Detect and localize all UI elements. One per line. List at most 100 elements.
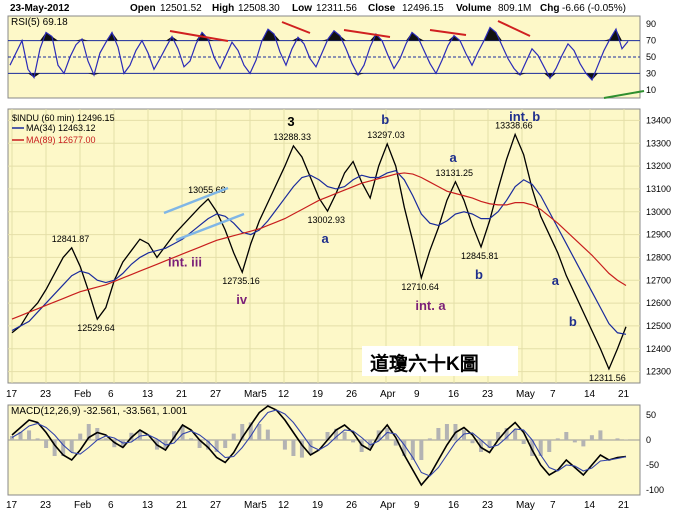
header-close-value: 12496.15 [402,3,444,14]
macd-hist-bar [556,438,560,440]
macd-hist-bar [445,424,449,440]
price-tick-label: 13300 [646,138,671,148]
wave-label: int. iii [168,255,202,270]
header-open-label: Open [130,3,156,14]
macd-hist-bar [189,438,193,440]
rsi-tick-label: 50 [646,52,656,62]
x-axis-label: 23 [482,389,494,400]
rsi-tick-label: 70 [646,36,656,46]
legend-symbol: $INDU (60 min) 12496.15 [12,113,115,123]
macd-hist-bar [581,440,585,446]
x-axis-label-bottom: Mar5 [244,500,267,511]
x-axis-label: Feb [74,389,92,400]
macd-hist-bar [104,438,108,440]
macd-hist-bar [343,432,347,440]
wave-label: int. a [415,298,446,313]
x-axis-label: 14 [584,389,596,400]
header-close-label: Close [368,3,396,14]
price-tick-label: 13400 [646,115,671,125]
x-axis-label-bottom: 21 [176,500,188,511]
x-axis-label-bottom: Apr [380,500,396,511]
macd-panel: 50 0 -50 -100 MACD(12,26,9) -32.561, -33.56… [8,405,664,495]
x-axis-label: 27 [210,389,222,400]
wave-label: b [381,112,389,127]
wave-label: iv [236,292,248,307]
macd-hist-bar [257,424,261,440]
legend-ma89: MA(89) 12677.00 [26,135,96,145]
overlay-text: 道瓊六十K圖 [370,352,479,375]
x-axis-label: 12 [278,389,290,400]
macd-tick-label: 0 [646,435,651,445]
x-axis-label: 21 [618,389,630,400]
price-tick-label: 12400 [646,344,671,354]
macd-hist-bar [471,440,475,443]
price-label: 12710.64 [401,282,439,292]
legend-symbol-value: 12496.15 [77,113,115,123]
header-date: 23-May-2012 [10,3,70,14]
price-panel: 1230012400125001260012700128001290013000… [8,109,671,383]
x-axis-label-bottom: 27 [210,500,222,511]
macd-hist-bar [223,440,227,448]
macd-hist-bar [266,430,270,440]
x-axis-label-bottom: 19 [312,500,324,511]
x-axis-label: 9 [414,389,420,400]
x-axis-label: 21 [176,389,188,400]
macd-hist-bar [564,432,568,440]
rsi-tick-label: 90 [646,19,656,29]
price-label: 12841.87 [52,234,90,244]
x-axis-label-bottom: 16 [448,500,460,511]
wave-label: b [475,267,483,282]
x-axis-label: Apr [380,389,396,400]
price-label: 12311.56 [589,373,626,383]
price-label: 12529.64 [77,323,115,333]
header-volume-value: 809.1M [498,3,531,14]
wave-label: b [569,314,577,329]
price-label: 13002.93 [308,215,346,225]
header-open-value: 12501.52 [160,3,202,14]
macd-hist-bar [615,438,619,440]
price-tick-label: 12700 [646,275,671,285]
x-axis-label: Mar5 [244,389,267,400]
price-label: 13288.33 [273,132,311,142]
x-axis-label: May [516,389,535,400]
price-tick-label: 13000 [646,207,671,217]
header-low-label: Low [292,3,312,14]
price-tick-label: 12500 [646,321,671,331]
x-axis-label-bottom: 9 [414,500,420,511]
header-high-value: 12508.30 [238,3,280,14]
rsi-legend: RSI(5) 69.18 [11,17,68,28]
macd-hist-bar [232,434,236,440]
macd-hist-bar [436,428,440,440]
macd-tick-label: 50 [646,410,656,420]
macd-hist-bar [283,440,287,450]
macd-panel-frame [8,405,640,495]
rsi-tick-label: 10 [646,85,656,95]
macd-hist-bar [36,438,40,440]
x-axis-label-bottom: 12 [278,500,290,511]
wave-label: int. b [509,109,540,124]
x-axis-label: 7 [550,389,556,400]
macd-tick-label: -100 [646,485,664,495]
macd-axis-ticks: 50 0 -50 -100 [646,410,664,495]
legend-symbol-name: $INDU (60 min) [12,113,75,123]
price-axis-ticks: 1230012400125001260012700128001290013000… [646,115,671,376]
header-high-label: High [212,3,234,14]
price-tick-label: 12300 [646,367,671,377]
macd-tick-label: -50 [646,460,659,470]
header-low-value: 12311.56 [316,3,357,14]
x-axis-label: 6 [108,389,114,400]
macd-hist-bar [291,440,295,456]
quote-header: 23-May-2012 Open 12501.52 High 12508.30 … [10,3,626,14]
header-chg-label: Chg [540,3,559,14]
x-axis-label-bottom: 14 [584,500,596,511]
x-axis-label: 13 [142,389,154,400]
macd-legend: MACD(12,26,9) -32.561, -33.561, 1.001 [11,406,188,417]
x-axis-label-bottom: 7 [550,500,556,511]
x-axis-label: 19 [312,389,324,400]
x-axis-label: 23 [40,389,52,400]
wave-label: a [322,231,330,246]
macd-hist-bar [598,430,602,440]
macd-hist-bar [419,440,423,460]
